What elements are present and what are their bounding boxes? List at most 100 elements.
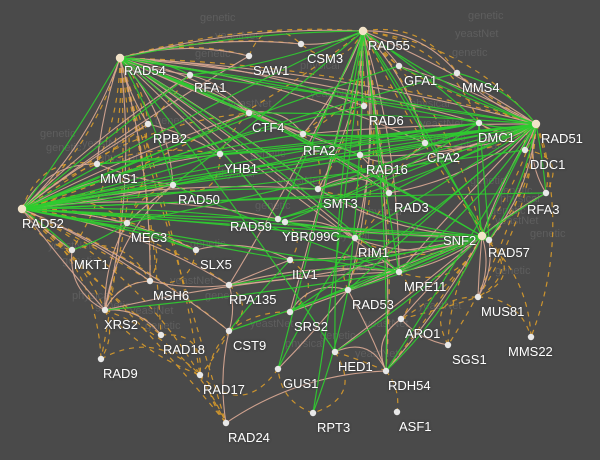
edge-co-expression [478,122,490,241]
graph-node-rfa1[interactable] [186,71,194,79]
edge-co-expression [21,154,361,210]
graph-node-yhb1[interactable] [216,150,224,158]
graph-node-mms22[interactable] [527,333,535,341]
graph-node-cst9[interactable] [225,327,233,335]
graph-node-slx5[interactable] [192,246,200,254]
graph-node-rfa3[interactable] [542,189,550,197]
edge-co-expression [362,30,480,124]
graph-node-mkt1[interactable] [68,246,76,254]
edge-co-expression [359,123,537,156]
edge-co-expression [119,57,191,76]
graph-node-mre11[interactable] [395,268,403,276]
graph-node-mms1[interactable] [93,160,101,168]
graph-node-asf1[interactable] [393,408,401,416]
edge-co-expression [21,208,73,251]
graph-node-cpa2[interactable] [421,139,429,147]
graph-node-csm3[interactable] [297,40,305,48]
graph-node-rad55[interactable] [358,26,368,36]
edge-co-expression [189,74,537,125]
graph-node-rad3[interactable] [385,189,393,197]
graph-node-gus1[interactable] [274,365,282,373]
graph-node-rim1[interactable] [351,234,359,242]
edge-genetic [104,309,227,424]
graph-node-rpt3[interactable] [309,409,317,417]
edge-genetic [456,72,537,125]
edge-genetic [126,222,158,282]
graph-node-rad18[interactable] [157,331,165,339]
edge-genetic [481,123,537,237]
graph-node-ilv1[interactable] [286,256,294,264]
graph-node-rad51[interactable] [531,119,541,129]
graph-node-ctf4[interactable] [245,109,253,117]
edge-co-expression [289,235,483,261]
edge-co-expression [172,30,364,186]
edge-genetic [199,330,230,376]
graph-node-ybr099c[interactable] [281,218,289,226]
edge-genetic [388,142,426,194]
edge-co-expression [385,235,483,372]
graph-node-sgs1[interactable] [444,341,452,349]
edge-genetic [21,208,227,424]
graph-node-xrs2[interactable] [101,306,109,314]
graph-node-rad16[interactable] [356,151,364,159]
edge-co-expression [21,192,547,210]
edge-genetic [21,208,151,282]
graph-node-mms4[interactable] [453,69,461,77]
graph-node-hed1[interactable] [331,348,339,356]
graph-node-rad9[interactable] [97,355,105,363]
graph-node-saw1[interactable] [245,52,253,60]
edge-genetic [362,30,390,372]
edge-co-expression [228,235,483,332]
edge-genetic [228,311,291,332]
graph-node-gfa1[interactable] [395,62,403,70]
graph-node-smt3[interactable] [314,185,322,193]
graph-node-rad57[interactable] [485,236,493,244]
graph-node-srs2[interactable] [286,308,294,316]
edge-co-expression [248,112,537,125]
edge-genetic [21,162,98,210]
graph-node-rad6[interactable] [360,102,368,110]
edge-physical [398,123,537,273]
edge-genetic [248,30,302,57]
node-group[interactable] [17,26,550,427]
edge-genetic [104,57,130,311]
coexpression-edge-group [21,30,547,414]
edge-physical [222,330,230,424]
graph-node-msh6[interactable] [146,277,154,285]
edge-genetic [21,208,230,286]
graph-node-rpa135[interactable] [225,281,233,289]
edge-co-expression [277,30,364,370]
graph-node-mus81[interactable] [474,293,482,301]
edge-physical [149,280,230,288]
edge-co-expression [334,30,364,353]
graph-node-aro1[interactable] [397,315,405,323]
edge-genetic [385,235,483,372]
edge-genetic [481,235,532,338]
edge-co-expression [277,122,480,220]
graph-node-rad54[interactable] [115,53,125,63]
graph-node-snf2[interactable] [477,231,487,241]
graph-node-rdh54[interactable] [382,367,390,375]
graph-node-rad17[interactable] [196,371,204,379]
edge-physical [334,235,483,353]
graph-node-rad52[interactable] [17,204,27,214]
edge-genetic [21,208,102,360]
graph-node-rad53[interactable] [344,286,352,294]
graph-node-mec3[interactable] [123,219,131,227]
graph-node-rad59[interactable] [274,215,282,223]
graph-node-ddc1[interactable] [521,146,529,154]
edge-co-expression [385,123,537,372]
graph-node-dmc1[interactable] [475,119,483,127]
edge-physical [228,284,234,332]
edge-co-expression [21,208,356,239]
edge-genetic [477,239,505,298]
edge-co-expression [277,237,356,370]
graph-node-rad24[interactable] [222,419,230,427]
edge-physical [104,280,151,311]
graph-node-rfa2[interactable] [299,130,307,138]
graph-node-rpb2[interactable] [144,120,152,128]
edge-physical [119,29,364,59]
graph-node-rad50[interactable] [169,181,177,189]
